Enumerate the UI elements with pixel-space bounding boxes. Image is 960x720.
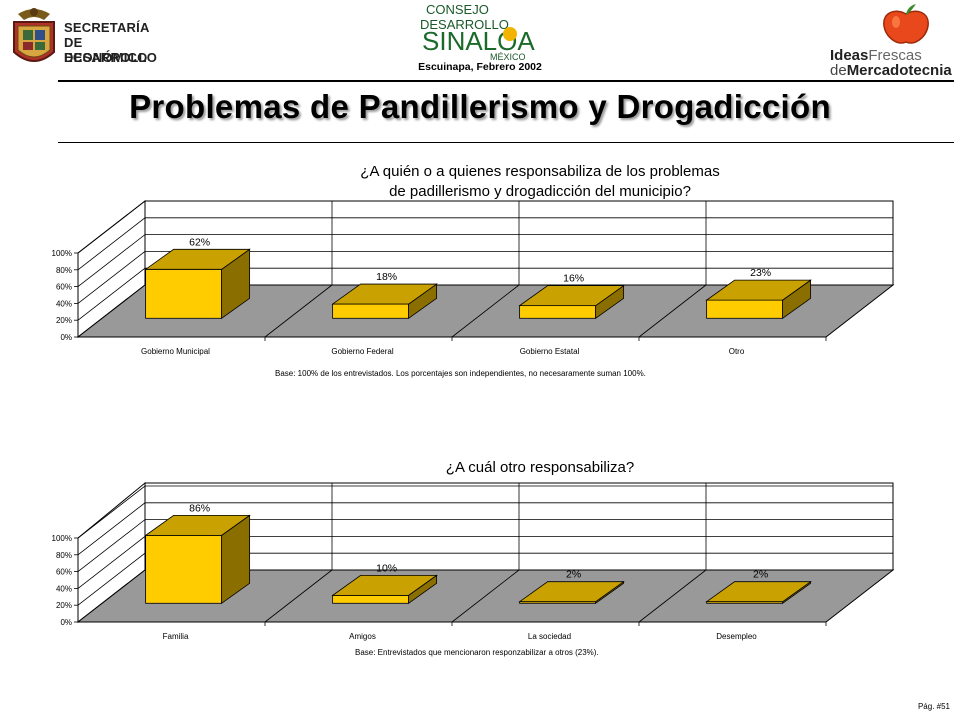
category-label: Gobierno Estatal bbox=[520, 347, 580, 356]
consejo-line2: DESARROLLO bbox=[420, 17, 509, 32]
data-label: 16% bbox=[563, 273, 584, 285]
data-label: 2% bbox=[566, 569, 581, 581]
chart1-title: ¿A quién o a quienes responsabiliza de l… bbox=[250, 162, 830, 202]
chart1-note: Base: 100% de los entrevistados. Los por… bbox=[275, 369, 646, 378]
y-tick-label: 40% bbox=[56, 584, 72, 593]
bar-front bbox=[332, 303, 410, 319]
gridline bbox=[77, 502, 893, 556]
gridline bbox=[77, 200, 893, 254]
bar-top bbox=[705, 279, 812, 301]
bar-front bbox=[519, 305, 597, 319]
floor-divider bbox=[638, 284, 707, 338]
category-label: La sociedad bbox=[528, 632, 571, 641]
data-label: 62% bbox=[189, 236, 210, 248]
gridline bbox=[77, 217, 893, 271]
category-label: Amigos bbox=[349, 632, 376, 641]
gridline bbox=[77, 485, 893, 539]
y-tick-label: 0% bbox=[60, 618, 72, 627]
chart2-note: Base: Entrevistados que mencionaron resp… bbox=[355, 648, 599, 657]
org-line: SECRETARÍA bbox=[64, 20, 150, 35]
place-date: Escuinapa, Febrero 2002 bbox=[418, 61, 542, 73]
floor-divider bbox=[264, 284, 333, 338]
y-tick-label: 60% bbox=[56, 283, 72, 292]
category-label: Otro bbox=[729, 347, 745, 356]
category-label: Gobierno Federal bbox=[331, 347, 393, 356]
chart2-title-line: ¿A cuál otro responsabiliza? bbox=[445, 459, 635, 476]
brand-mercadotecnia: Mercadotecnia bbox=[846, 62, 952, 79]
y-tick-label: 100% bbox=[52, 249, 72, 258]
org-line: ECONÓMICO bbox=[64, 50, 148, 65]
bar-top bbox=[705, 581, 812, 603]
page-title: Problemas de Pandillerismo y Drogadicció… bbox=[129, 88, 831, 125]
data-label: 18% bbox=[376, 271, 397, 283]
consejo-emblem-icon: CONSEJO DESARROLLO SINALOA MÉXICO bbox=[420, 2, 535, 62]
y-tick-label: 40% bbox=[56, 299, 72, 308]
chart2-title: ¿A cuál otro responsabiliza? bbox=[250, 458, 830, 478]
page-number: Pág. #51 bbox=[917, 702, 950, 711]
title-rule bbox=[58, 142, 954, 143]
bar-front bbox=[145, 534, 223, 604]
bar-top bbox=[331, 574, 438, 596]
bar-front bbox=[332, 594, 410, 604]
category-label: Desempleo bbox=[716, 632, 757, 641]
gridline bbox=[77, 536, 893, 589]
chart1-svg: 0% 20% 40% 60% 80% 100% 62% Gobierno Municipal 1… bbox=[52, 199, 895, 356]
gridline bbox=[77, 519, 893, 572]
bar-top bbox=[518, 581, 625, 603]
bar-front bbox=[706, 299, 784, 319]
bar-top bbox=[331, 283, 438, 305]
floor-divider bbox=[451, 284, 520, 338]
y-tick-label: 20% bbox=[56, 601, 72, 610]
bar-top bbox=[518, 285, 625, 307]
y-tick-label: 0% bbox=[60, 333, 72, 342]
data-label: 2% bbox=[753, 569, 768, 581]
brand-de: de bbox=[830, 62, 847, 79]
sde-logo: SECRETARÍA DE DESARROLLO ECONÓMICO bbox=[8, 4, 157, 76]
brand-frescas: Frescas bbox=[868, 47, 922, 64]
bar-top bbox=[144, 514, 251, 536]
gridline bbox=[77, 234, 893, 287]
bar-front bbox=[145, 268, 223, 319]
consejo-line1: CONSEJO bbox=[426, 2, 489, 17]
y-tick-label: 60% bbox=[56, 568, 72, 577]
category-label: Gobierno Municipal bbox=[141, 347, 210, 356]
gridline bbox=[77, 251, 893, 304]
floor-divider bbox=[264, 569, 333, 623]
chart1-title-line: de padillerismo y drogadicción del munic… bbox=[389, 183, 691, 200]
consejo-sub: MÉXICO bbox=[490, 52, 526, 62]
y-tick-label: 80% bbox=[56, 266, 72, 275]
consejo-logo: CONSEJO DESARROLLO SINALOA MÉXICO bbox=[410, 0, 560, 62]
category-label: Familia bbox=[163, 632, 189, 641]
gridline bbox=[77, 267, 893, 321]
brand-ideas: Ideas bbox=[830, 47, 869, 64]
consejo-main: SINALOA bbox=[422, 26, 535, 56]
state-seal-icon bbox=[13, 8, 55, 62]
floor-divider bbox=[451, 569, 520, 623]
bar-top bbox=[144, 248, 251, 270]
gridline bbox=[77, 552, 893, 606]
y-tick-label: 100% bbox=[52, 534, 72, 543]
chart1-title-line: ¿A quién o a quienes responsabiliza de l… bbox=[360, 163, 720, 180]
ideas-frescas-logo: IdeasFrescas deMercadotecnia bbox=[824, 4, 960, 79]
floor-divider bbox=[638, 569, 707, 623]
data-label: 10% bbox=[376, 562, 397, 574]
y-tick-label: 80% bbox=[56, 551, 72, 560]
data-label: 86% bbox=[189, 502, 210, 514]
header-rule bbox=[58, 80, 954, 82]
org-line: DE DESARROLLO bbox=[64, 35, 157, 65]
apple-icon bbox=[883, 4, 929, 44]
y-tick-label: 20% bbox=[56, 316, 72, 325]
data-label: 23% bbox=[750, 267, 771, 279]
chart2-svg: 0% 20% 40% 60% 80% 100% 86% Familia 10% Amigos 2% L… bbox=[52, 481, 895, 641]
